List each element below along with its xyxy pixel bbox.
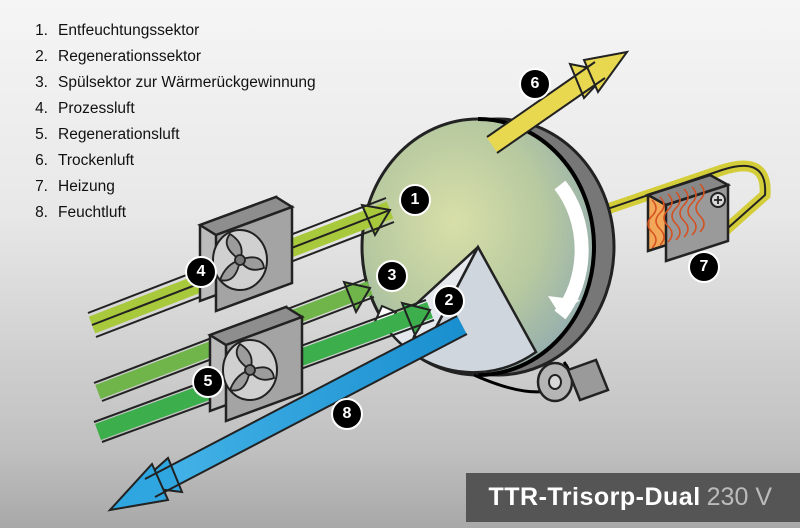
legend-num: 3. — [22, 70, 58, 96]
legend-num: 4. — [22, 96, 58, 122]
legend-row: 6.Trockenluft — [22, 148, 316, 174]
legend-text: Entfeuchtungssektor — [58, 18, 199, 44]
title-box: TTR-Trisorp-Dual230 V — [466, 473, 800, 522]
legend-row: 3.Spülsektor zur Wärmerückgewinnung — [22, 70, 316, 96]
legend-num: 2. — [22, 44, 58, 70]
marker-1: 1 — [399, 184, 431, 216]
legend-row: 7.Heizung — [22, 174, 316, 200]
marker-2: 2 — [433, 285, 465, 317]
legend-num: 8. — [22, 200, 58, 226]
legend-row: 2.Regenerationssektor — [22, 44, 316, 70]
legend-num: 5. — [22, 122, 58, 148]
legend: 1.Entfeuchtungssektor 2.Regenerationssek… — [22, 18, 316, 226]
legend-num: 1. — [22, 18, 58, 44]
legend-text: Regenerationsluft — [58, 122, 180, 148]
legend-text: Prozessluft — [58, 96, 135, 122]
legend-num: 6. — [22, 148, 58, 174]
legend-row: 1.Entfeuchtungssektor — [22, 18, 316, 44]
legend-text: Regenerationssektor — [58, 44, 201, 70]
legend-text: Feuchtluft — [58, 200, 126, 226]
legend-text: Trockenluft — [58, 148, 134, 174]
marker-6: 6 — [519, 68, 551, 100]
legend-row: 4.Prozessluft — [22, 96, 316, 122]
marker-3: 3 — [376, 260, 408, 292]
legend-row: 8.Feuchtluft — [22, 200, 316, 226]
title-main: TTR-Trisorp-Dual — [488, 483, 700, 511]
marker-8: 8 — [331, 398, 363, 430]
title-sub: 230 V — [707, 483, 772, 511]
legend-num: 7. — [22, 174, 58, 200]
legend-text: Spülsektor zur Wärmerückgewinnung — [58, 70, 316, 96]
legend-row: 5.Regenerationsluft — [22, 122, 316, 148]
motor-body — [568, 360, 608, 400]
marker-7: 7 — [688, 251, 720, 283]
marker-4: 4 — [185, 256, 217, 288]
marker-5: 5 — [192, 366, 224, 398]
legend-text: Heizung — [58, 174, 115, 200]
